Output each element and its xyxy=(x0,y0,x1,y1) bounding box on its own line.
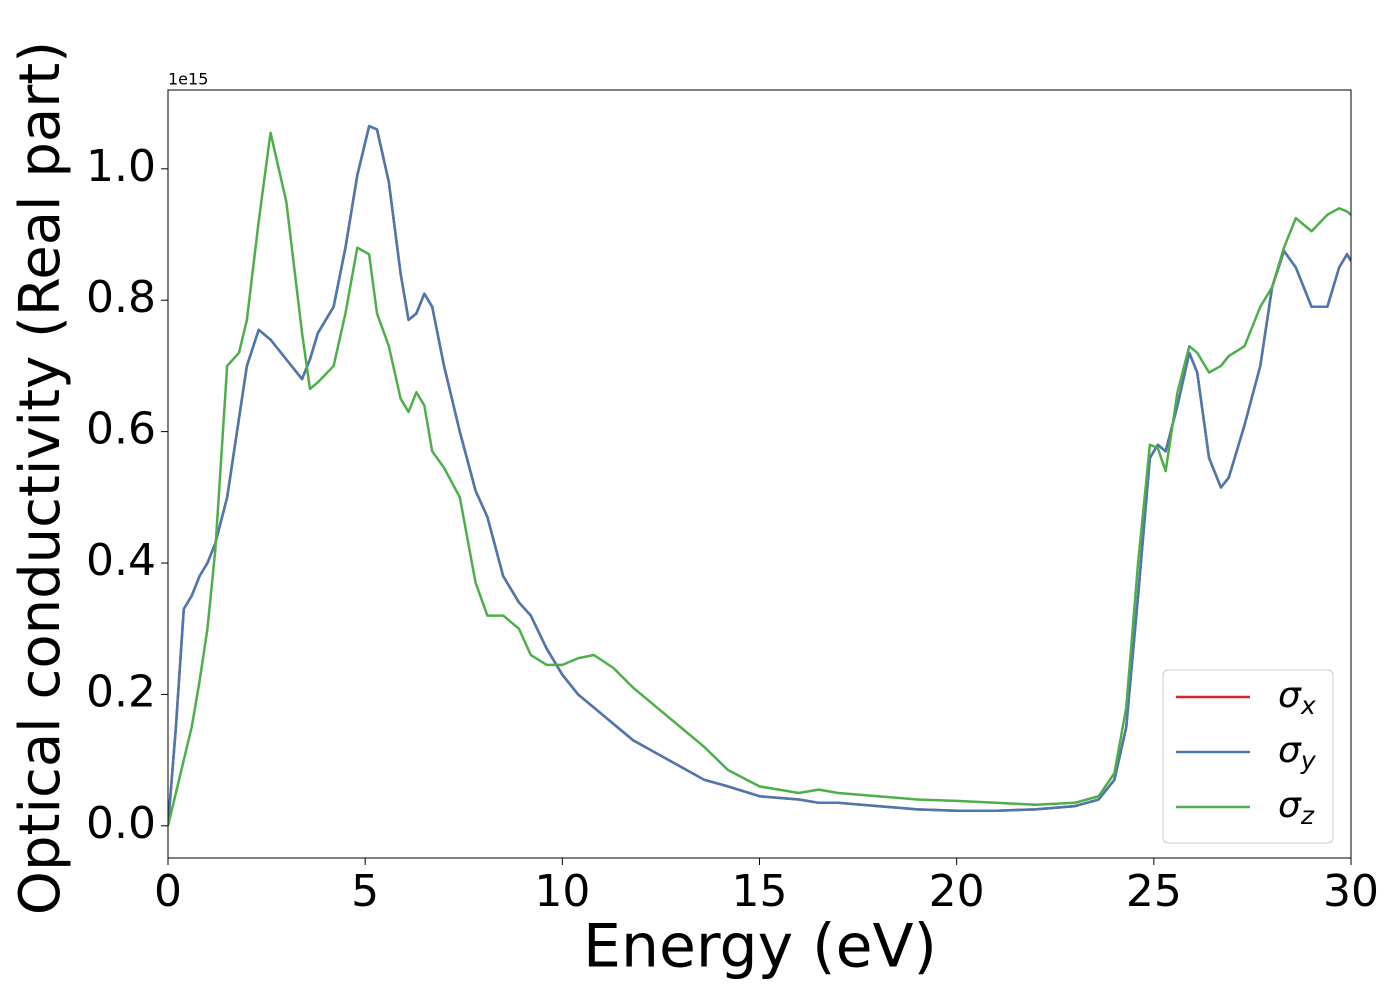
y-tick-label: 0.4 xyxy=(86,535,156,586)
y-offset-label: 1e15 xyxy=(168,70,208,89)
y-tick-label: 0.0 xyxy=(86,798,156,849)
legend-label: σy xyxy=(1278,730,1317,775)
legend-box xyxy=(1162,669,1334,844)
y-axis-label: Optical conductivity (Real part) xyxy=(8,41,73,915)
y-tick-label: 0.6 xyxy=(86,404,156,455)
x-tick-label: 20 xyxy=(929,866,985,917)
series-line xyxy=(168,131,1351,827)
plot-frame xyxy=(167,89,1352,859)
x-tick-label: 15 xyxy=(732,866,788,917)
x-tick-label: 0 xyxy=(154,866,182,917)
y-tick-label: 0.8 xyxy=(86,272,156,323)
x-tick-label: 5 xyxy=(351,866,379,917)
y-tick-label: 1.0 xyxy=(86,141,156,192)
x-tick-label: 30 xyxy=(1323,866,1379,917)
x-tick-label: 10 xyxy=(534,866,590,917)
legend-label: σx xyxy=(1278,675,1316,720)
x-axis-label: Energy (eV) xyxy=(583,912,937,982)
x-tick-label: 25 xyxy=(1126,866,1182,917)
series-line xyxy=(168,124,1351,826)
legend-label: σz xyxy=(1278,785,1315,830)
y-tick-label: 0.2 xyxy=(86,666,156,717)
